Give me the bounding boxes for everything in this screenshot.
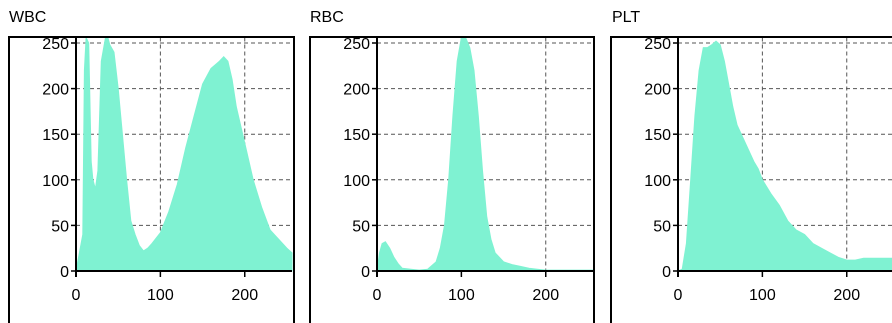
chart-title-wbc: WBC	[9, 9, 47, 26]
y-tick-label: 250	[343, 38, 370, 53]
chart-title-rbc: RBC	[310, 9, 344, 26]
y-tick-label: 150	[644, 127, 671, 144]
x-tick-label: 0	[674, 287, 683, 304]
y-tick-label: 100	[644, 173, 671, 190]
y-tick-label: 250	[42, 38, 69, 53]
y-tick-label: 0	[662, 264, 671, 281]
chart-frame-rbc: 0 50 100 150 200 250 0 100 200	[309, 36, 595, 323]
x-tick-label: 0	[373, 287, 382, 304]
x-tick-label: 200	[231, 287, 258, 304]
x-tick-label: 200	[532, 287, 559, 304]
chart-frame-plt: 0 50 100 150 200 250 0 100 200	[610, 36, 892, 323]
chart-plt-svg: 0 50 100 150 200 250 0 100 200	[644, 38, 892, 304]
y-tick-label: 150	[42, 127, 69, 144]
y-tick-label: 100	[343, 173, 370, 190]
x-tick-label: 100	[448, 287, 475, 304]
x-tick-label: 100	[147, 287, 174, 304]
y-tick-label: 200	[42, 82, 69, 99]
y-tick-label: 200	[343, 82, 370, 99]
chart-wbc-svg: 0 50 100 150 200 250 0 100 200	[42, 38, 293, 304]
chart-frame-wbc: 0 50 100 150 200 250 0 100 200	[8, 36, 295, 323]
y-tick-label: 150	[343, 127, 370, 144]
y-tick-label: 50	[51, 218, 69, 235]
y-tick-label: 200	[644, 82, 671, 99]
histogram-area	[677, 40, 892, 272]
x-tick-label: 0	[72, 287, 81, 304]
y-tick-label: 50	[653, 218, 671, 235]
chart-rbc-svg: 0 50 100 150 200 250 0 100 200	[343, 38, 593, 304]
y-tick-label: 100	[42, 173, 69, 190]
chart-title-plt: PLT	[612, 9, 641, 26]
y-tick-label: 0	[361, 264, 370, 281]
histogram-area	[376, 38, 593, 272]
histogram-area	[75, 38, 293, 272]
y-tick-label: 0	[60, 264, 69, 281]
x-tick-label: 200	[833, 287, 860, 304]
y-tick-label: 250	[644, 38, 671, 53]
y-tick-label: 50	[352, 218, 370, 235]
x-tick-label: 100	[749, 287, 776, 304]
